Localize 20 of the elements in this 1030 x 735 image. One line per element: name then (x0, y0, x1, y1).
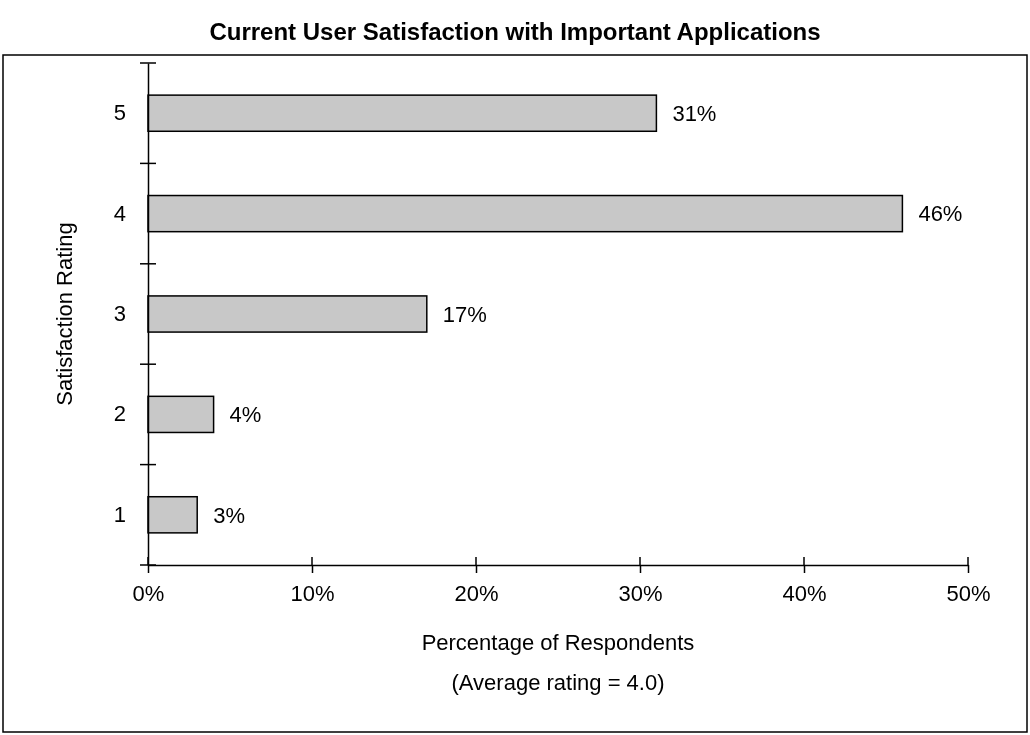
y-tick-label: 3 (113, 301, 126, 327)
data-label: 17% (442, 301, 487, 327)
x-tick-label: 40% (782, 580, 827, 606)
data-label: 31% (672, 100, 717, 126)
data-label: 3% (213, 502, 245, 528)
y-tick-label: 2 (113, 401, 126, 427)
y-axis-title: Satisfaction Rating (52, 222, 77, 406)
text: (Average rating = 4.0) (451, 670, 665, 695)
data-label: 46% (918, 201, 963, 227)
y-tick-label: 4 (113, 200, 126, 226)
y-tick-label: 1 (113, 501, 126, 527)
data-label: 4% (229, 402, 262, 428)
x-tick-label: 10% (290, 580, 335, 606)
x-tick-label: 50% (946, 580, 991, 606)
y-tick-label: 5 (113, 100, 126, 126)
chart-title: Current User Satisfaction with Important Applications (209, 18, 821, 45)
x-axis-title: Percentage of Respondents (421, 630, 695, 655)
x-tick-label: 0% (132, 580, 165, 606)
x-tick-label: 30% (618, 580, 663, 606)
x-tick-label: 20% (454, 580, 499, 606)
